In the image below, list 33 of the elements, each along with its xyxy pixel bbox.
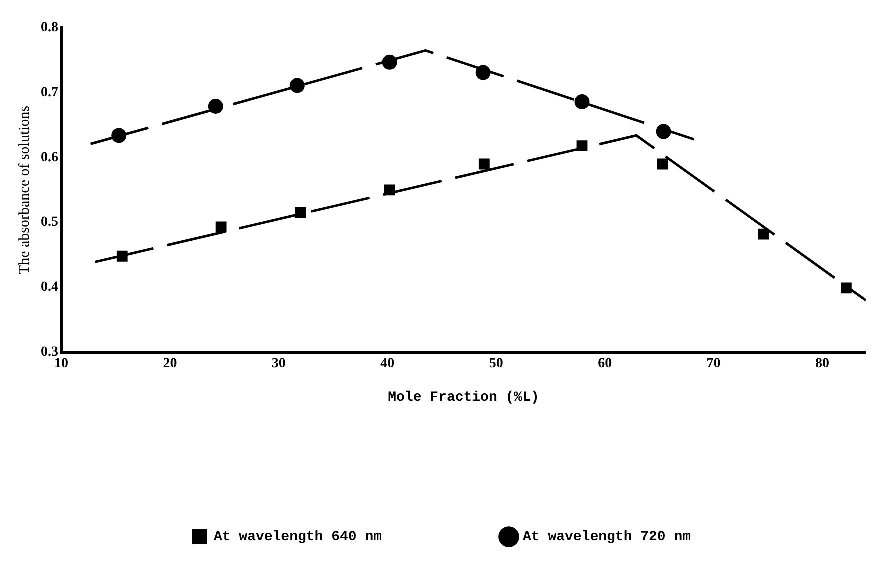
x-tick-label: 40 [380, 356, 395, 372]
legend-label: At wavelength 720 nm [523, 530, 692, 546]
x-tick-label: 70 [706, 356, 721, 372]
point [216, 222, 227, 233]
point [574, 94, 590, 110]
y-tick-label: 0.5 [41, 215, 58, 230]
point [478, 158, 490, 170]
x-tick-label: 30 [272, 356, 286, 372]
y-tick-label: 0.6 [41, 150, 58, 166]
point [758, 228, 770, 240]
point [290, 78, 305, 94]
point [295, 207, 306, 218]
y-axis-title: The absorbance of solutions [16, 106, 33, 275]
x-tick-label: 60 [598, 356, 612, 372]
point [657, 158, 668, 170]
point [208, 99, 224, 114]
point [112, 128, 127, 144]
point [382, 54, 398, 70]
point [476, 65, 491, 80]
x-tick-label: 80 [816, 356, 830, 372]
x-axis-title: Mole Fraction (%L) [388, 390, 540, 406]
x-tick-label: 20 [163, 356, 178, 372]
point [116, 250, 128, 262]
y-tick-label: 0.8 [41, 20, 58, 36]
point [576, 140, 588, 152]
y-tick-label: 0.4 [41, 280, 58, 296]
y-tick-label: 0.7 [41, 85, 58, 100]
point [656, 124, 672, 140]
x-tick-label: 10 [54, 356, 68, 372]
x-tick-label: 50 [489, 356, 504, 372]
point [840, 282, 852, 294]
point [384, 184, 396, 196]
legend-label: At wavelength 640 nm [214, 530, 382, 546]
